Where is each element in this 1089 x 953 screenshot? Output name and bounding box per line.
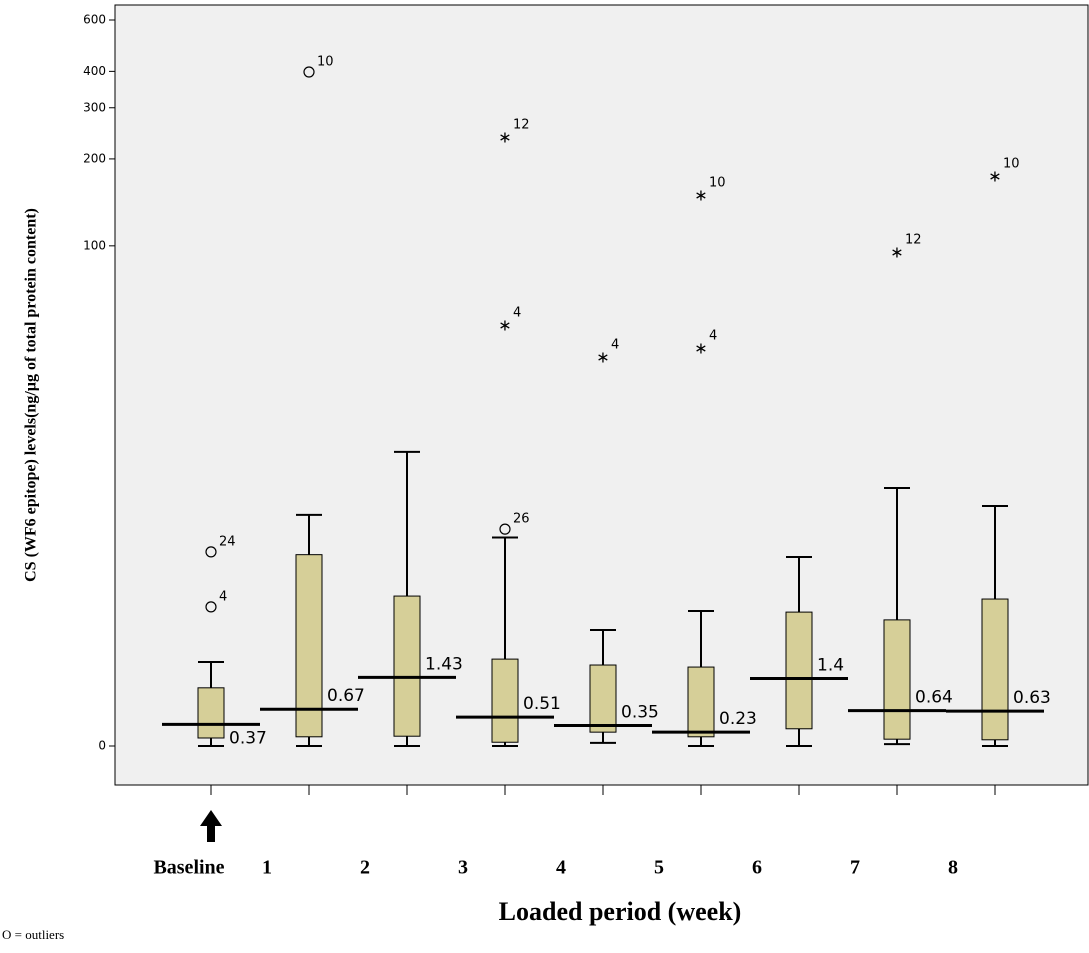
outlier [205, 546, 217, 558]
box [785, 611, 813, 730]
box [981, 598, 1009, 741]
extreme-outlier: ∗ [498, 128, 511, 147]
median-label: 0.37 [229, 728, 267, 748]
box [883, 619, 911, 740]
baseline-arrow [200, 810, 222, 842]
median-label: 0.63 [1013, 688, 1051, 708]
x-tick-label: 7 [850, 857, 860, 879]
x-tick-label: 6 [752, 857, 762, 879]
y-tick-label: 0 [98, 739, 106, 753]
y-tick-label: 100 [83, 238, 106, 252]
median-label: 0.35 [621, 702, 659, 722]
x-tick-label: Baseline [153, 857, 224, 879]
x-tick-label: 4 [556, 857, 566, 879]
median-label: 0.67 [327, 686, 365, 706]
box [589, 664, 617, 733]
outlier-label: 12 [905, 232, 922, 247]
median-label: 1.4 [817, 655, 844, 675]
x-tick-label: 1 [262, 857, 272, 879]
outlier-label: 10 [1003, 156, 1020, 171]
extreme-outlier: ∗ [694, 185, 707, 204]
outlier-label: 12 [513, 118, 530, 133]
outlier-label: 4 [513, 306, 521, 321]
y-tick-label: 400 [83, 64, 106, 78]
median-label: 0.23 [719, 709, 757, 729]
y-tick-label: 300 [83, 100, 106, 114]
box [687, 666, 715, 738]
box [393, 595, 421, 737]
box [197, 687, 225, 739]
note: O = outliers [2, 927, 64, 942]
outlier [303, 66, 315, 78]
outlier [205, 601, 217, 613]
outlier-label: 4 [219, 589, 227, 604]
x-tick-label: 8 [948, 857, 958, 879]
extreme-outlier: ∗ [596, 347, 609, 366]
box [491, 658, 519, 743]
outlier-label: 24 [219, 534, 236, 549]
box [295, 554, 323, 738]
outlier-label: 26 [513, 512, 530, 527]
y-tick-label: 600 [83, 13, 106, 27]
outlier-label: 4 [611, 337, 619, 352]
outlier-label: 10 [317, 55, 334, 70]
median-label: 0.51 [523, 694, 561, 714]
y-axis-title: CS (WF6 epitope) levels(ng/µg of total p… [23, 208, 40, 582]
x-axis-title: Loaded period (week) [499, 897, 742, 926]
median-label: 0.64 [915, 688, 953, 708]
extreme-outlier: ∗ [890, 242, 903, 261]
y-tick-label: 200 [83, 151, 106, 165]
median-label: 1.43 [425, 654, 463, 674]
plot-area [114, 4, 1089, 786]
extreme-outlier: ∗ [988, 166, 1001, 185]
outlier [499, 523, 511, 535]
x-tick-label: 5 [654, 857, 664, 879]
outlier-label: 10 [709, 175, 726, 190]
x-tick-label: 3 [458, 857, 468, 879]
extreme-outlier: ∗ [694, 339, 707, 358]
x-tick-label: 2 [360, 857, 370, 879]
outlier-label: 4 [709, 329, 717, 344]
extreme-outlier: ∗ [498, 316, 511, 335]
